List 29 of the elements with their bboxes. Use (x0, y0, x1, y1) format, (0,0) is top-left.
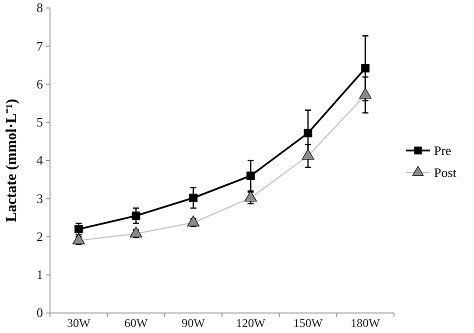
y-tick-label: 0 (36, 305, 43, 320)
y-tick-label: 3 (36, 190, 43, 206)
point (359, 88, 372, 99)
x-tick-label: 60W (124, 316, 148, 330)
x-tick-label: 150W (293, 316, 324, 330)
x-tick-label: 120W (236, 316, 266, 330)
y-tick-label: 2 (36, 228, 43, 244)
x-tick-label: 30W (67, 316, 92, 330)
y-tick-label: 7 (36, 38, 44, 54)
y-axis-title: Lactate (mmol·L⁻¹) (4, 98, 20, 222)
point (304, 128, 312, 138)
y-tick-label: 1 (36, 267, 43, 282)
legend-label: Pre (434, 143, 452, 158)
y-tick-label: 8 (36, 0, 43, 16)
point (130, 226, 142, 238)
x-tick-label: 180W (350, 316, 381, 330)
y-tick-label: 5 (36, 114, 43, 130)
y-tick-label: 4 (36, 152, 44, 168)
point (187, 216, 200, 226)
point (72, 233, 85, 244)
y-tick-label: 6 (36, 76, 44, 92)
legend-label: Post (434, 165, 457, 180)
point (246, 172, 255, 180)
x-tick-label: 90W (182, 316, 206, 330)
point (244, 190, 257, 202)
point (302, 148, 314, 160)
point (132, 212, 140, 220)
point (361, 64, 370, 72)
point (189, 194, 198, 202)
